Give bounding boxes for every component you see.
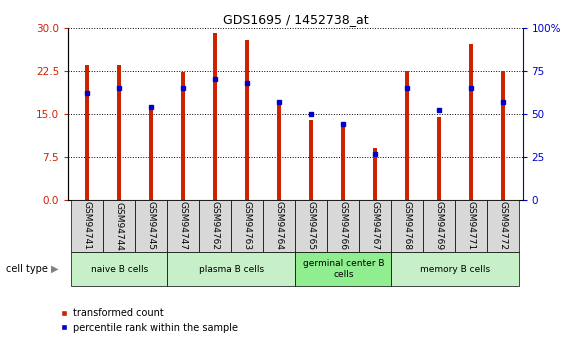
Text: naive B cells: naive B cells — [91, 265, 148, 274]
Bar — [295, 252, 391, 286]
Bar — [423, 200, 456, 252]
Bar — [214, 33, 218, 200]
Bar — [181, 72, 185, 200]
Text: GSM94771: GSM94771 — [467, 201, 476, 250]
Bar — [168, 200, 199, 252]
Text: memory B cells: memory B cells — [420, 265, 490, 274]
Bar — [168, 252, 295, 286]
Text: GSM94767: GSM94767 — [371, 201, 380, 250]
Bar — [264, 200, 295, 252]
Text: ▶: ▶ — [51, 264, 59, 274]
Bar — [277, 101, 281, 200]
Bar — [406, 71, 410, 200]
Bar — [118, 65, 122, 200]
Bar — [360, 200, 391, 252]
Bar — [391, 200, 423, 252]
Text: GSM94762: GSM94762 — [211, 201, 220, 250]
Title: GDS1695 / 1452738_at: GDS1695 / 1452738_at — [223, 13, 368, 27]
Text: GSM94769: GSM94769 — [435, 201, 444, 250]
Bar — [437, 117, 441, 200]
Bar — [295, 200, 327, 252]
Bar — [327, 200, 360, 252]
Bar — [373, 148, 377, 200]
Bar — [502, 71, 506, 200]
Text: GSM94764: GSM94764 — [275, 201, 284, 250]
Bar — [103, 200, 135, 252]
Bar — [199, 200, 231, 252]
Bar — [85, 65, 89, 200]
Bar — [231, 200, 264, 252]
Text: GSM94744: GSM94744 — [115, 201, 124, 250]
Text: GSM94741: GSM94741 — [83, 201, 92, 250]
Text: GSM94768: GSM94768 — [403, 201, 412, 250]
Bar — [341, 127, 345, 200]
Bar — [391, 252, 519, 286]
Text: germinal center B
cells: germinal center B cells — [303, 259, 384, 279]
Legend: transformed count, percentile rank within the sample: transformed count, percentile rank withi… — [56, 304, 241, 337]
Text: GSM94763: GSM94763 — [243, 201, 252, 250]
Text: GSM94766: GSM94766 — [339, 201, 348, 250]
Text: GSM94745: GSM94745 — [147, 201, 156, 250]
Bar — [72, 252, 168, 286]
Bar — [310, 120, 314, 200]
Bar — [456, 200, 487, 252]
Bar — [245, 40, 249, 200]
Text: GSM94772: GSM94772 — [499, 201, 508, 250]
Bar — [135, 200, 168, 252]
Bar — [149, 109, 153, 200]
Bar — [72, 200, 103, 252]
Bar — [487, 200, 519, 252]
Text: plasma B cells: plasma B cells — [199, 265, 264, 274]
Text: GSM94747: GSM94747 — [179, 201, 188, 250]
Text: GSM94765: GSM94765 — [307, 201, 316, 250]
Text: cell type: cell type — [6, 264, 48, 274]
Bar — [469, 44, 473, 200]
